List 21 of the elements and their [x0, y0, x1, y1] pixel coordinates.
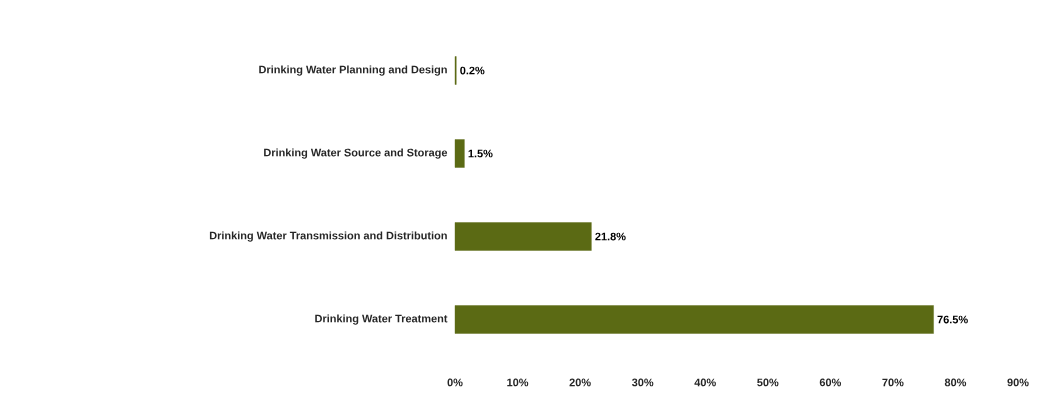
x-tick-label: 90%	[1007, 378, 1029, 387]
x-tick-label: 10%	[507, 378, 529, 387]
bar	[454, 305, 934, 334]
x-tick-label: 40%	[694, 378, 716, 387]
data-label: 21.8%	[595, 232, 626, 241]
y-tick-label: Drinking Water Source and Storage	[264, 148, 448, 159]
y-tick-label: Drinking Water Treatment	[315, 314, 448, 325]
x-tick-label: 60%	[819, 378, 842, 387]
data-label: 76.5%	[937, 315, 968, 324]
x-tick-label: 70%	[882, 378, 904, 387]
y-tick-label: Drinking Water Planning and Design	[259, 65, 447, 76]
x-tick-label: 80%	[944, 378, 967, 387]
data-label: 0.2%	[460, 66, 485, 75]
data-label: 1.5%	[468, 149, 493, 158]
bar	[454, 139, 465, 168]
bar	[454, 222, 592, 251]
x-tick-label: 0%	[447, 378, 463, 387]
y-tick-label: Drinking Water Transmission and Distribution	[209, 231, 447, 242]
x-tick-label: 30%	[631, 378, 654, 387]
x-tick-label: 50%	[757, 378, 779, 387]
x-tick-label: 20%	[569, 378, 591, 387]
